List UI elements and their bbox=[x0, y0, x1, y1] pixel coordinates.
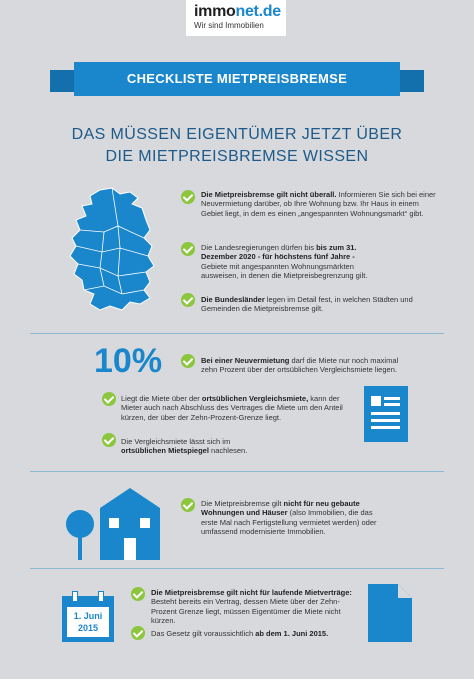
check-icon bbox=[102, 433, 116, 447]
check-icon bbox=[102, 392, 116, 406]
calendar-icon: 1. Juni 2015 bbox=[62, 591, 114, 642]
check-icon bbox=[181, 293, 195, 307]
germany-map-icon bbox=[69, 187, 155, 311]
calendar-day: 1. Juni bbox=[73, 611, 103, 621]
check-icon bbox=[181, 498, 195, 512]
percent-label: 10% bbox=[94, 342, 163, 380]
list-item: Die Mietpreisbremse gilt nicht überall. … bbox=[201, 190, 436, 218]
banner-ribbon-right bbox=[396, 70, 424, 92]
list-item: Liegt die Miete über der ortsüblichen Ve… bbox=[121, 394, 343, 422]
contract-document-icon bbox=[368, 584, 412, 642]
banner-title: CHECKLISTE MIETPREISBREMSE bbox=[126, 71, 348, 86]
house-icon bbox=[66, 488, 160, 560]
list-item: Die Mietpreisbremse gilt nicht für neu g… bbox=[201, 499, 377, 537]
page-headline: DAS MÜSSEN EIGENTÜMER JETZT ÜBER DIE MIE… bbox=[71, 126, 403, 165]
logo[interactable]: immonet.de Wir sind Immobilien bbox=[186, 0, 286, 36]
logo-tagline: Wir sind Immobilien bbox=[194, 21, 264, 30]
list-item: Die Mietpreisbremse gilt nicht für laufe… bbox=[151, 588, 352, 626]
list-item: Die Bundesländer legen im Detail fest, i… bbox=[201, 295, 413, 314]
document-icon bbox=[364, 386, 408, 442]
calendar-year: 2015 bbox=[77, 623, 99, 633]
check-icon bbox=[131, 626, 145, 640]
banner bbox=[74, 62, 400, 96]
divider bbox=[30, 333, 444, 334]
list-item: Die Landesregierungen dürfen bis bis zum… bbox=[201, 243, 368, 281]
check-icon bbox=[181, 242, 195, 256]
list-item: Die Vergleichsmiete lässt sich im ortsüb… bbox=[121, 437, 248, 456]
list-item: Das Gesetz gilt voraussichtlich ab dem 1… bbox=[151, 629, 329, 638]
check-icon bbox=[131, 587, 145, 601]
divider bbox=[30, 568, 444, 569]
logo-wordmark: immonet.de bbox=[194, 3, 281, 20]
check-icon bbox=[181, 354, 195, 368]
check-icon bbox=[181, 190, 195, 204]
list-item: Bei einer Neuvermietung darf die Miete n… bbox=[201, 356, 399, 375]
divider bbox=[30, 471, 444, 472]
banner-ribbon-left bbox=[50, 70, 78, 92]
